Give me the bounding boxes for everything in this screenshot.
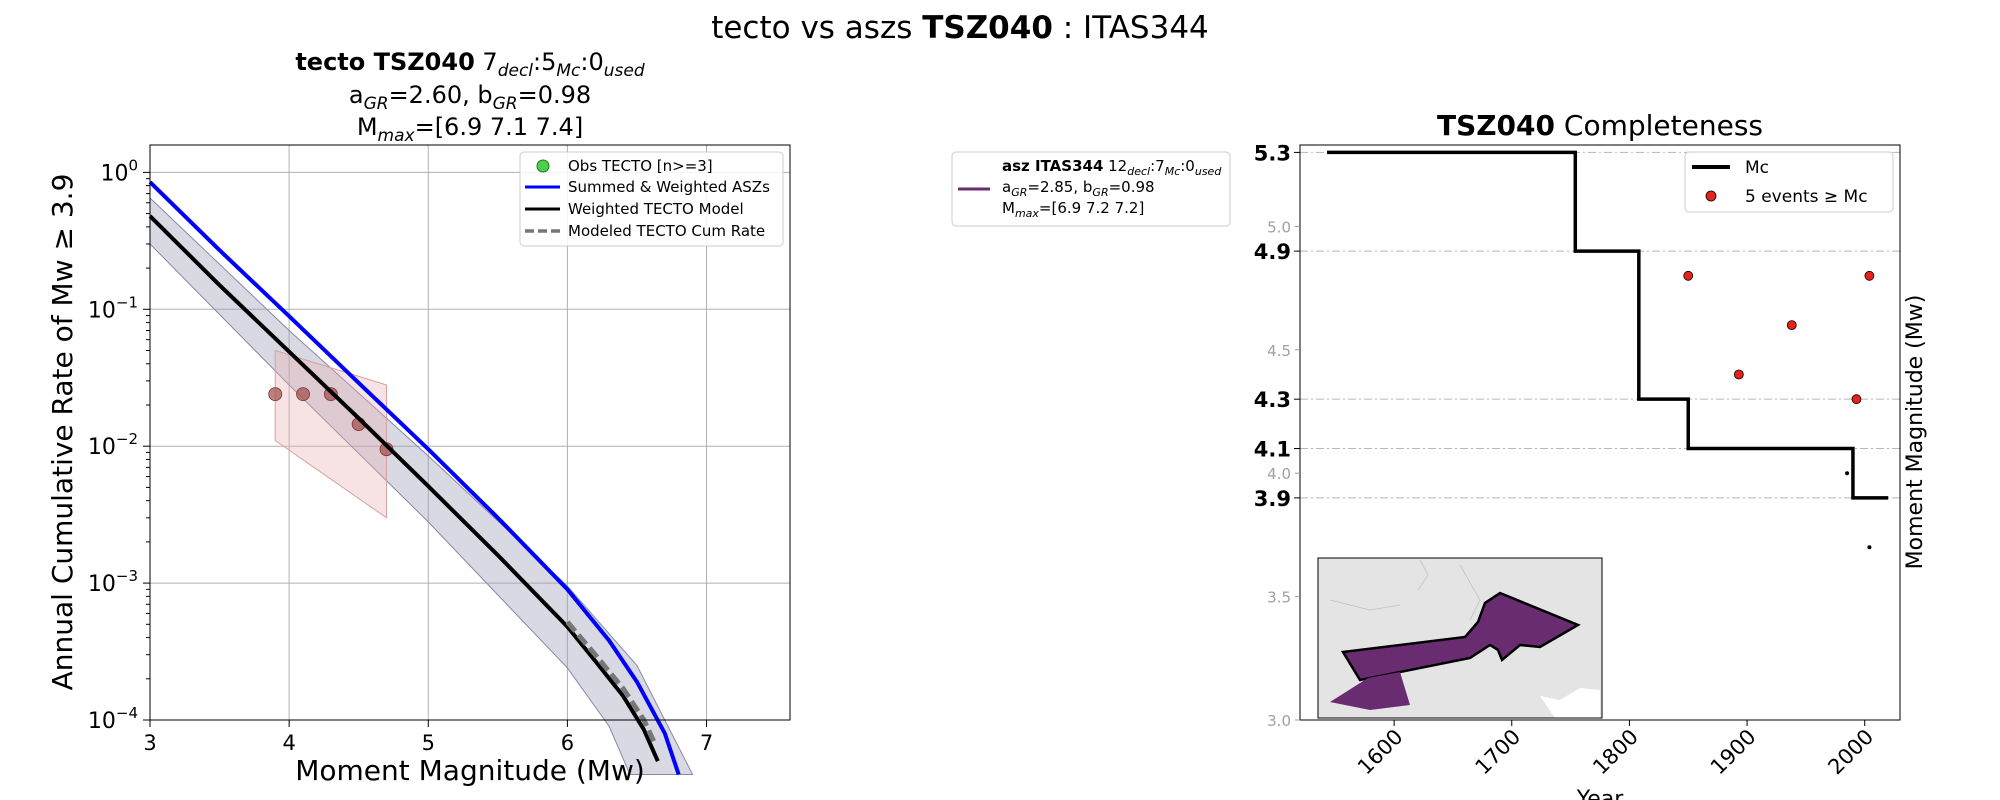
right-y-minor-label: 3.0 <box>1267 712 1291 730</box>
left-x-tick-label: 6 <box>561 731 574 755</box>
right-y-minor-label: 4.0 <box>1267 465 1291 483</box>
legend-events-marker <box>1705 190 1717 202</box>
uncertainty-band <box>149 196 694 775</box>
left-y-tick-label: 10−2 <box>88 430 138 460</box>
inset-borders <box>1329 559 1481 621</box>
model-lines <box>148 180 681 776</box>
inset-zone-fill <box>1330 672 1410 710</box>
event-above-mc <box>1786 320 1797 331</box>
right-plot-frame <box>1299 144 1901 721</box>
left-plot-frame <box>149 144 791 721</box>
legend-modeled-label: Modeled TECTO Cum Rate <box>568 222 765 240</box>
figure-title: tecto vs aszs TSZ040 : ITAS344 <box>711 10 1209 46</box>
asz-sum-line <box>148 180 681 776</box>
event-above-mc <box>1851 394 1862 405</box>
tecto-cum-rate-line <box>565 620 656 743</box>
event-below-mc <box>1845 471 1850 476</box>
left-y-tick-label: 100 <box>100 156 138 186</box>
asz-legend-line2: aGR=2.85, bGR=0.98 <box>1002 178 1155 199</box>
completeness-chart: TSZ040 Completeness 3.9 4.1 4.3 4.9 5.3 3.0 3.… <box>1254 109 1928 800</box>
right-x-axis-label: Year <box>1576 787 1625 800</box>
right-y-axis-label: Moment Magnitude (Mw) <box>1903 295 1928 570</box>
inset-map <box>1317 557 1603 719</box>
right-y-minor-label: 3.5 <box>1267 589 1291 607</box>
completeness-data <box>1327 150 1889 550</box>
right-x-tick-label: 1900 <box>1706 725 1761 780</box>
left-title-line2: aGR=2.60, bGR=0.98 <box>349 81 591 114</box>
legend-asz-label: Summed & Weighted ASZs <box>568 178 770 196</box>
right-x-tick-label: 1700 <box>1471 725 1526 780</box>
right-y-minor-label: 5.0 <box>1267 218 1291 236</box>
inset-frame <box>1317 557 1603 719</box>
left-x-tick-label: 5 <box>422 731 435 755</box>
asz-legend: asz ITAS344 12decl:7Mc:0used aGR=2.85, b… <box>951 151 1231 227</box>
asz-legend-line1: asz ITAS344 12decl:7Mc:0used <box>1002 157 1222 178</box>
left-title-line3: Mmax=[6.9 7.1 7.4] <box>357 113 583 146</box>
right-x-tick-label: 1600 <box>1353 725 1408 780</box>
right-y-major-label: 5.3 <box>1254 141 1291 165</box>
asz-legend-box <box>951 151 1231 227</box>
asz-legend-line3: Mmax=[6.9 7.2 7.2] <box>1002 199 1144 220</box>
legend-mc-label: Mc <box>1745 158 1769 178</box>
event-above-mc <box>1864 270 1875 281</box>
left-y-axis-label: Annual Cumulative Rate of Mw ≥ 3.9 <box>46 174 79 691</box>
observed-rate-point <box>268 387 283 402</box>
left-x-tick-label: 7 <box>700 731 713 755</box>
inset-sea <box>1540 688 1600 718</box>
left-x-tick-label: 4 <box>282 731 295 755</box>
legend-tecto-label: Weighted TECTO Model <box>568 200 744 218</box>
model-uncertainty-band <box>149 196 694 775</box>
mc-step-line <box>1327 150 1889 500</box>
left-y-tick-label: 10−4 <box>88 704 138 734</box>
right-y-major-label: 4.1 <box>1254 438 1291 462</box>
right-x-tick-label: 2000 <box>1823 725 1878 780</box>
right-y-major-label: 4.9 <box>1254 240 1291 264</box>
left-y-tick-label: 10−1 <box>88 293 138 323</box>
tecto-model-line <box>148 214 660 763</box>
right-y-major-label: 4.3 <box>1254 388 1291 412</box>
left-title-line1: tecto TSZ040 7decl:5Mc:0used <box>295 48 645 81</box>
cumulative-rate-chart: tecto TSZ040 7decl:5Mc:0used aGR=2.60, b… <box>46 48 791 787</box>
right-title: TSZ040 Completeness <box>1437 109 1763 142</box>
inset-zone-polygon <box>1340 591 1581 682</box>
legend-events-label: 5 events ≥ Mc <box>1745 187 1868 207</box>
right-legend: Mc 5 events ≥ Mc <box>1684 151 1894 213</box>
legend-obs-marker <box>536 159 550 173</box>
observed-rate-group <box>268 349 394 519</box>
observed-rate-band <box>274 349 388 519</box>
event-below-mc <box>1867 545 1872 550</box>
left-legend: Obs TECTO [n>=3] Summed & Weighted ASZs … <box>519 151 784 247</box>
event-above-mc <box>1683 270 1694 281</box>
right-legend-box <box>1684 151 1894 213</box>
left-x-axis-label: Moment Magnitude (Mw) <box>295 754 645 787</box>
event-above-mc <box>1733 369 1744 380</box>
left-y-tick-label: 10−3 <box>88 567 138 597</box>
legend-obs-label: Obs TECTO [n>=3] <box>568 157 713 175</box>
right-x-tick-label: 1800 <box>1588 725 1643 780</box>
left-axis-ticks: 3 4 5 6 7 100 10−1 10−2 10−3 10−4 <box>88 156 713 755</box>
right-y-major-label: 3.9 <box>1254 487 1291 511</box>
observed-rate-point <box>296 387 310 402</box>
left-x-tick-label: 3 <box>143 731 156 755</box>
left-legend-box <box>519 151 784 247</box>
right-y-minor-label: 4.5 <box>1267 342 1291 360</box>
